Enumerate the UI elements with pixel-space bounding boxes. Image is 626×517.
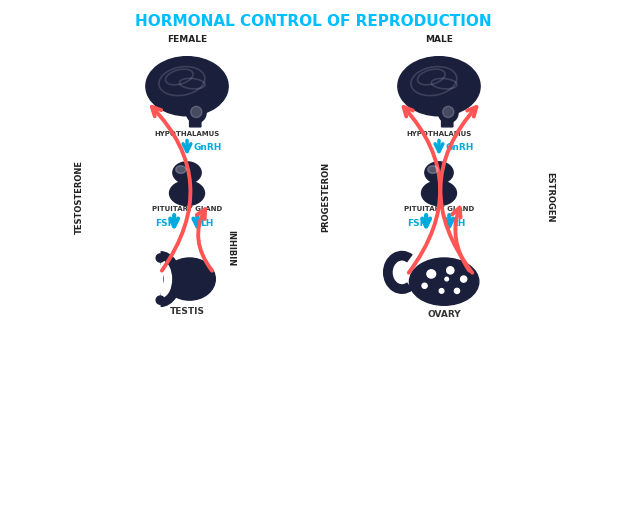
Text: GnRH: GnRH	[193, 143, 222, 153]
Ellipse shape	[156, 296, 165, 305]
Text: ESTROGEN: ESTROGEN	[545, 172, 554, 222]
Text: PITUITARY GLAND: PITUITARY GLAND	[404, 206, 474, 212]
Ellipse shape	[439, 288, 444, 293]
Text: OVARY: OVARY	[428, 310, 461, 319]
Ellipse shape	[461, 276, 467, 282]
FancyBboxPatch shape	[190, 110, 201, 127]
Ellipse shape	[170, 181, 205, 206]
Text: TESTIS: TESTIS	[170, 307, 205, 316]
Ellipse shape	[187, 103, 206, 123]
FancyBboxPatch shape	[441, 110, 453, 127]
Ellipse shape	[438, 103, 458, 123]
Text: HYPOTHALAMUS: HYPOTHALAMUS	[155, 131, 220, 137]
Ellipse shape	[425, 162, 453, 184]
Ellipse shape	[146, 57, 228, 116]
Ellipse shape	[173, 162, 201, 184]
Ellipse shape	[445, 277, 448, 281]
Ellipse shape	[409, 258, 479, 306]
Text: HYPOTHALAMUS: HYPOTHALAMUS	[406, 131, 471, 137]
Ellipse shape	[164, 258, 215, 300]
Text: TESTOSTERONE: TESTOSTERONE	[74, 160, 83, 234]
Text: LH: LH	[452, 219, 465, 228]
Ellipse shape	[443, 107, 454, 117]
Ellipse shape	[156, 254, 165, 262]
Ellipse shape	[427, 270, 436, 278]
Ellipse shape	[398, 57, 480, 116]
Text: MALE: MALE	[425, 35, 453, 44]
Text: PROGESTERON: PROGESTERON	[321, 162, 331, 232]
Text: INHIBIN: INHIBIN	[226, 230, 235, 266]
Text: FEMALE: FEMALE	[167, 35, 207, 44]
Text: FSH: FSH	[155, 219, 175, 228]
Text: GnRH: GnRH	[445, 143, 473, 153]
Ellipse shape	[428, 165, 438, 173]
Ellipse shape	[421, 181, 456, 206]
Ellipse shape	[176, 165, 186, 173]
Ellipse shape	[454, 288, 459, 294]
Text: FSH: FSH	[408, 219, 428, 228]
Text: HORMONAL CONTROL OF REPRODUCTION: HORMONAL CONTROL OF REPRODUCTION	[135, 14, 491, 29]
Ellipse shape	[190, 107, 202, 117]
Ellipse shape	[399, 253, 405, 259]
Ellipse shape	[447, 267, 454, 274]
Ellipse shape	[422, 283, 427, 288]
Text: LH: LH	[200, 219, 213, 228]
Text: PITUITARY GLAND: PITUITARY GLAND	[152, 206, 222, 212]
